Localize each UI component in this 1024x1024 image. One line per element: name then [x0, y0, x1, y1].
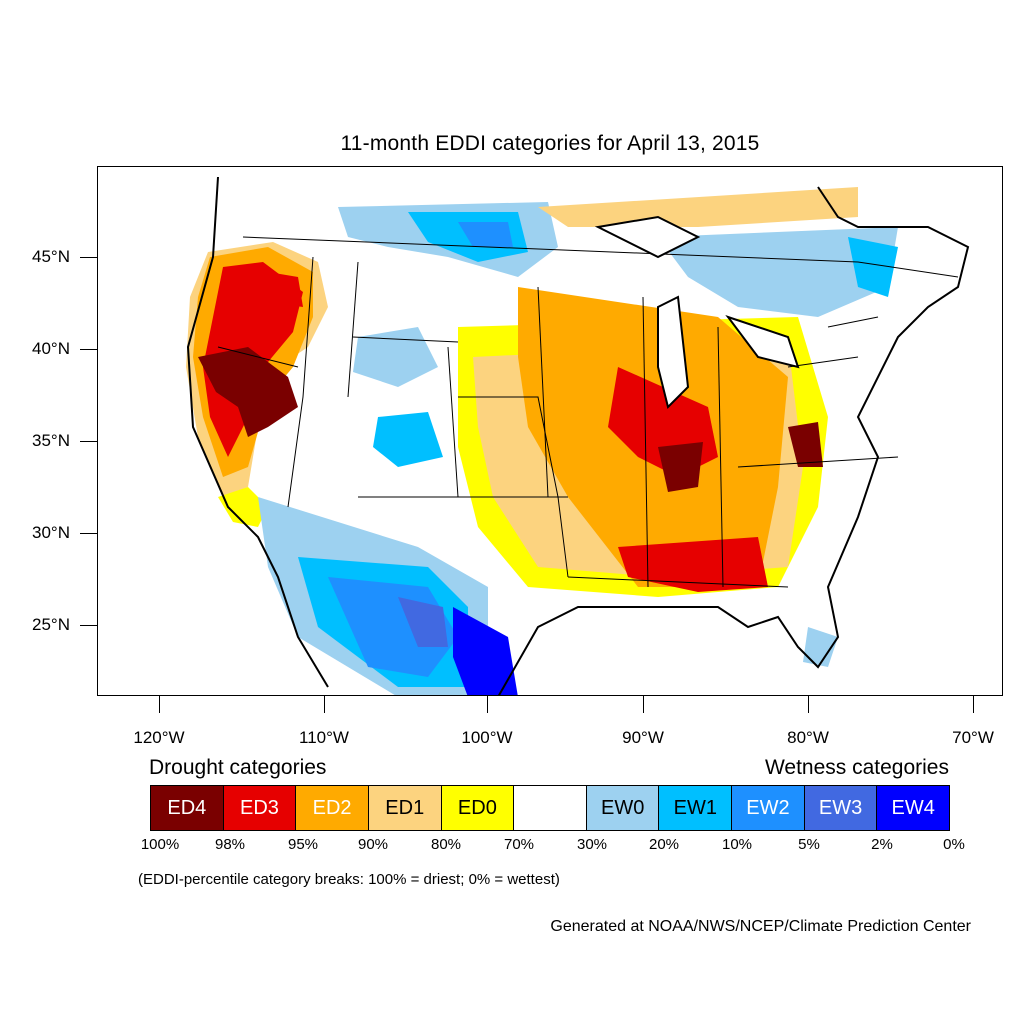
- texas-ew4: [453, 607, 518, 695]
- legend-box-ew3: EW3: [804, 786, 878, 830]
- percent-break: 20%: [648, 836, 680, 853]
- ed0-west-fringe: [218, 487, 268, 527]
- legend-box-ew4: EW4: [877, 786, 950, 830]
- mid-atlantic-ed4: [788, 422, 823, 467]
- lon-tick: [159, 696, 160, 713]
- drought-categories-heading: Drought categories: [149, 756, 327, 779]
- credit-line: Generated at NOAA/NWS/NCEP/Climate Predi…: [550, 918, 971, 935]
- lon-label-120: 120°W: [133, 728, 185, 747]
- legend-box-normal: [514, 786, 587, 830]
- eddi-map: [186, 167, 970, 695]
- percent-break: 90%: [357, 836, 389, 853]
- texas-ew2: [328, 577, 458, 677]
- percent-break: 95%: [287, 836, 319, 853]
- percent-break: 10%: [721, 836, 753, 853]
- lat-label-35: 35°N: [32, 431, 70, 450]
- percent-break: 30%: [576, 836, 608, 853]
- percent-break: 2%: [871, 836, 893, 853]
- legend-box-ew0: EW0: [586, 786, 660, 830]
- texas-ew3: [398, 597, 448, 647]
- legend-box-ed2: ED2: [296, 786, 369, 830]
- legend-box-ed4: ED4: [151, 786, 224, 830]
- legend-box-ed0: ED0: [441, 786, 515, 830]
- colorado-ew1: [373, 412, 443, 467]
- north-ed1-band: [538, 187, 858, 227]
- percent-break: 0%: [943, 836, 965, 853]
- map-title: 11-month EDDI categories for April 13, 2…: [340, 132, 760, 155]
- category-break-note: (EDDI-percentile category breaks: 100% =…: [138, 871, 560, 888]
- lon-label-80: 80°W: [787, 728, 829, 747]
- percent-break: 100%: [140, 836, 180, 853]
- percent-break: 98%: [214, 836, 246, 853]
- percent-break: 80%: [430, 836, 462, 853]
- great-lakes-ew0: [658, 227, 898, 317]
- legend-box-ed1: ED1: [368, 786, 442, 830]
- florida-ew0: [803, 627, 838, 667]
- lon-label-100: 100°W: [461, 728, 513, 747]
- lat-label-45: 45°N: [32, 247, 70, 266]
- north-ew2: [458, 222, 513, 247]
- coastline: [186, 176, 970, 695]
- state-boundaries: [217, 236, 959, 588]
- great-basin-ed4: [198, 347, 298, 437]
- map-frame: [97, 166, 1003, 696]
- lon-tick: [643, 696, 644, 713]
- great-lakes: [594, 215, 800, 409]
- lon-tick: [808, 696, 809, 713]
- mountain-ew0: [353, 327, 438, 387]
- ohio-valley-ed4: [658, 442, 703, 492]
- lat-tick: [80, 533, 97, 534]
- percent-break: 5%: [798, 836, 820, 853]
- lat-tick: [80, 625, 97, 626]
- lon-label-110: 110°W: [299, 728, 349, 747]
- wetness-categories-heading: Wetness categories: [764, 756, 949, 779]
- oregon-ed3-spots: [238, 267, 303, 307]
- legend-color-bar: ED4 ED3 ED2 ED1 ED0 EW0 EW1 EW2 EW3 EW4: [150, 785, 950, 831]
- south-ed3: [618, 537, 768, 592]
- percent-break: 70%: [503, 836, 535, 853]
- lon-tick: [487, 696, 488, 713]
- lon-label-70: 70°W: [952, 728, 994, 747]
- legend-box-ew1: EW1: [659, 786, 733, 830]
- lon-label-90: 90°W: [622, 728, 664, 747]
- lon-tick: [324, 696, 325, 713]
- lat-tick: [80, 441, 97, 442]
- lat-label-40: 40°N: [32, 339, 70, 358]
- legend-box-ew2: EW2: [732, 786, 805, 830]
- northeast-ew1: [848, 237, 898, 297]
- lat-tick: [80, 257, 97, 258]
- lat-tick: [80, 349, 97, 350]
- lat-label-25: 25°N: [32, 615, 70, 634]
- legend-box-ed3: ED3: [223, 786, 297, 830]
- lat-label-30: 30°N: [32, 523, 70, 542]
- lon-tick: [973, 696, 974, 713]
